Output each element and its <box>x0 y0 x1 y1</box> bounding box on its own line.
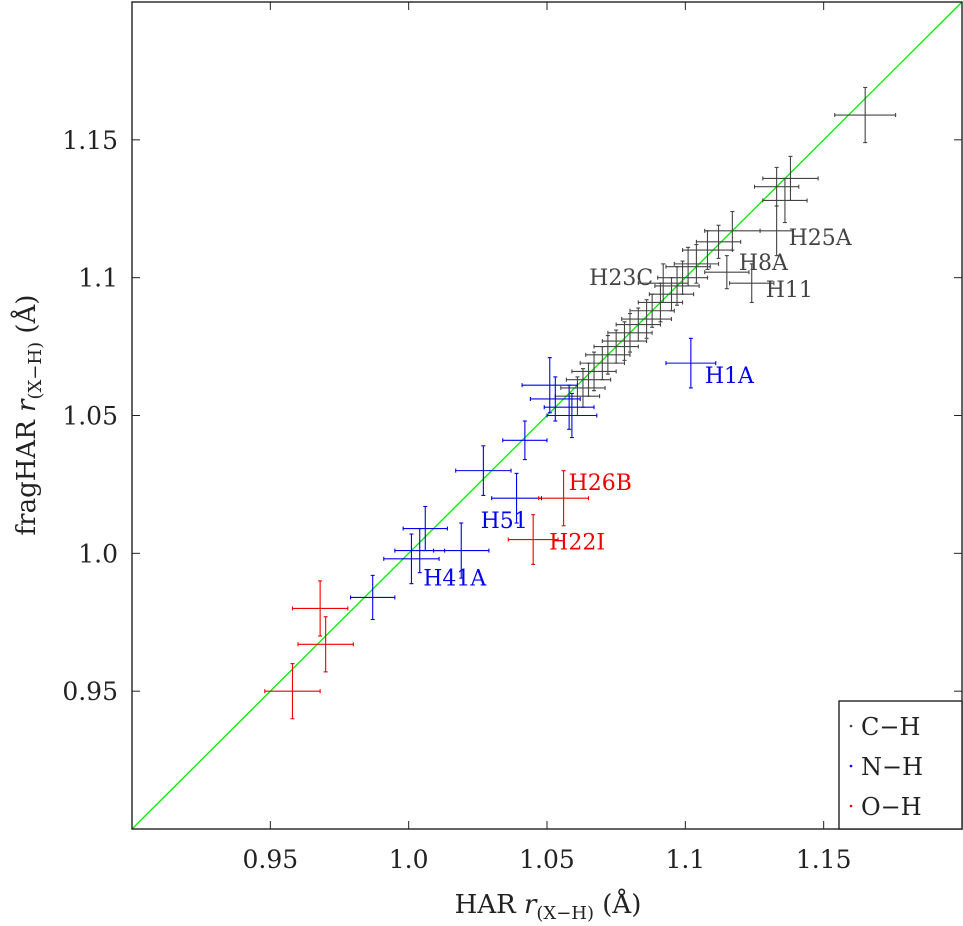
legend-marker <box>849 724 853 728</box>
legend-label: N−H <box>861 753 923 781</box>
data-point <box>665 337 717 389</box>
data-point <box>673 244 720 284</box>
x-axis-title-unit: (Å) <box>602 888 641 920</box>
y-tick-label: 1.15 <box>62 126 118 155</box>
point-label: H11 <box>766 278 813 303</box>
point-label: H26B <box>569 471 632 496</box>
y-tick-label: 1.1 <box>78 264 118 293</box>
legend-box <box>838 700 963 830</box>
y-tick-label: 0.95 <box>62 677 118 706</box>
point-label: H25A <box>789 226 853 251</box>
data-point <box>350 574 396 621</box>
x-tick-label: 1.15 <box>796 845 852 874</box>
plot-area: 0.95 1.0 1.05 1.1 1.15 0.95 1.0 1.05 1.1 1.15 H25A… <box>62 1 963 874</box>
data-point <box>654 266 700 306</box>
data-point <box>657 260 709 295</box>
data-point <box>297 616 354 673</box>
data-point <box>762 177 808 224</box>
point-label: H22I <box>549 531 605 556</box>
data-point <box>629 293 675 328</box>
data-point <box>729 263 775 304</box>
legend-marker <box>849 804 853 808</box>
point-label: H8A <box>739 251 789 276</box>
data-point <box>546 392 598 439</box>
point-label: H1A <box>705 364 755 389</box>
x-axis-title-prefix: HAR <box>455 890 524 920</box>
y-axis-title-sub: (X−H) <box>25 342 46 400</box>
y-axis-title-var: r <box>12 398 42 412</box>
data-point <box>704 210 761 251</box>
y-tick-label: 1.05 <box>62 402 118 431</box>
data-point <box>383 533 440 585</box>
x-tick-label: 1.1 <box>665 845 705 874</box>
data-point <box>433 522 490 579</box>
data-point <box>695 224 742 259</box>
point-label: H51 <box>481 509 528 534</box>
x-axis-title-sub: (X−H) <box>536 903 594 924</box>
data-point <box>402 505 448 552</box>
data-point <box>291 580 349 637</box>
data-point <box>615 307 661 342</box>
y-tick-label: 1.0 <box>78 539 118 568</box>
data-point <box>704 255 750 290</box>
data-point <box>565 362 612 397</box>
data-point <box>762 155 819 202</box>
data-point <box>560 368 606 408</box>
data-point <box>665 246 711 287</box>
x-tick-label: 1.0 <box>389 845 429 874</box>
legend-label: C−H <box>861 713 920 741</box>
data-point <box>648 277 695 312</box>
data-point <box>502 420 548 461</box>
x-axis-title: HAR r(X−H) (Å) <box>455 888 642 924</box>
y-axis-title-prefix: fragHAR <box>12 412 42 536</box>
x-tick-label: 1.05 <box>519 845 575 874</box>
y-axis-title-unit: (Å) <box>10 295 42 334</box>
data-point <box>264 663 321 720</box>
svg-text:fragHAR r(X−H) (Å): fragHAR r(X−H) (Å) <box>10 295 46 536</box>
data-point <box>585 335 631 375</box>
point-label: H23C <box>589 266 653 291</box>
data-point <box>682 230 733 270</box>
data-point <box>538 470 590 527</box>
x-axis-title-var: r <box>524 890 538 920</box>
data-point <box>601 321 648 361</box>
data-point <box>571 351 617 392</box>
point-label: H41A <box>423 567 487 592</box>
data-point <box>529 376 581 422</box>
data-point <box>834 86 897 144</box>
y-axis-title: fragHAR r(X−H) (Å) <box>10 295 46 536</box>
data-point <box>554 376 601 417</box>
legend-marker <box>849 764 853 768</box>
legend: C−H N−H O−H <box>838 700 963 830</box>
x-tick-label: 0.95 <box>242 845 298 874</box>
data-point <box>607 312 653 353</box>
data-point <box>455 445 512 496</box>
data-point <box>507 514 559 565</box>
data-point <box>543 384 595 430</box>
legend-label: O−H <box>861 793 922 821</box>
svg-text:HAR r(X−H) (Å): HAR r(X−H) (Å) <box>455 888 642 924</box>
data-point <box>637 282 684 323</box>
plot-frame <box>131 1 963 830</box>
data-point <box>753 166 800 207</box>
